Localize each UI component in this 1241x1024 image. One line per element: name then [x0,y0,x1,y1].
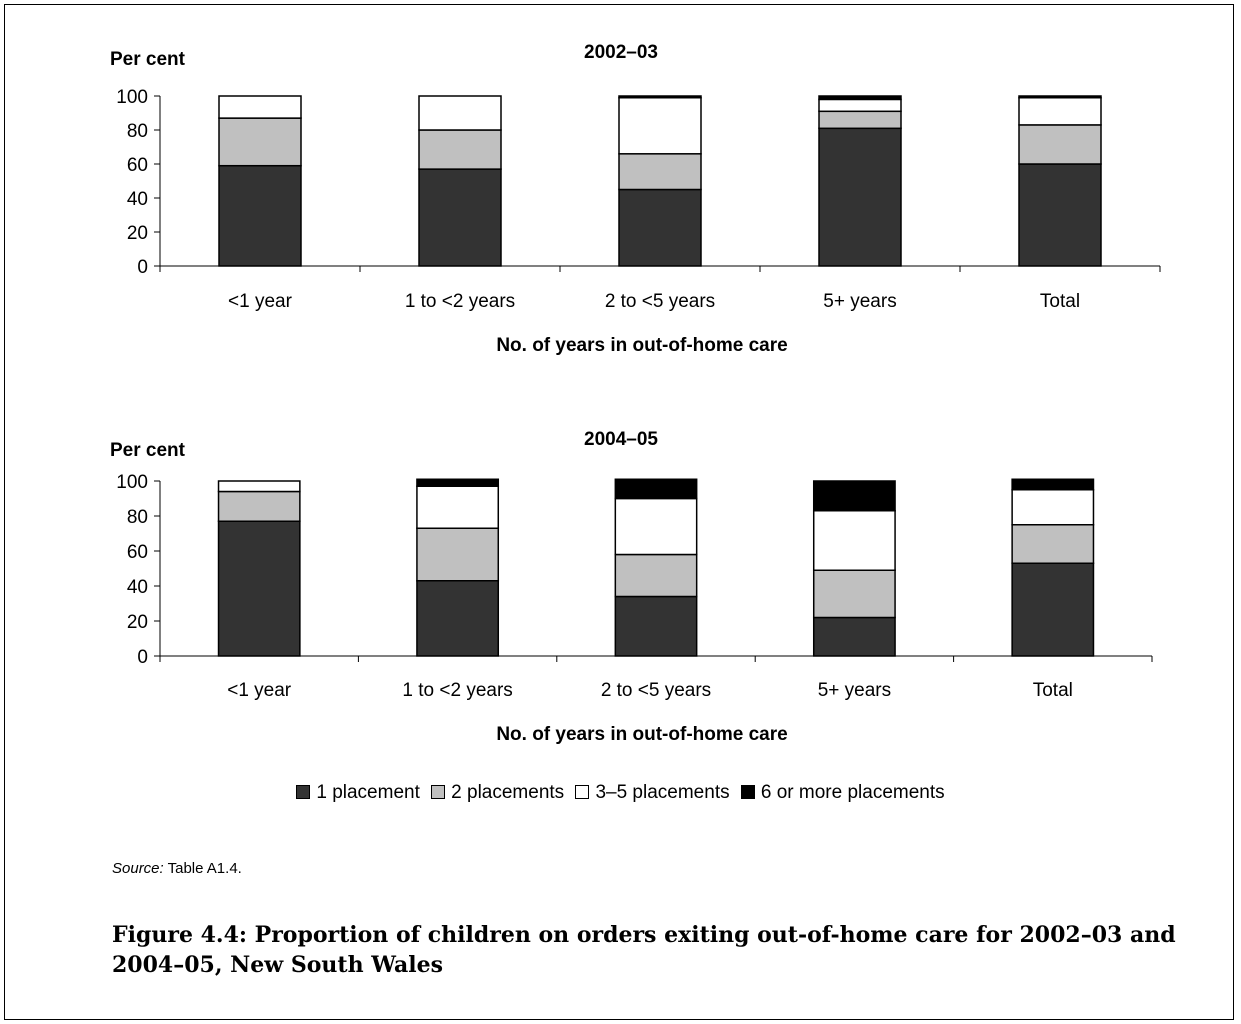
chart-2-y-axis-label: Per cent [110,440,186,461]
chart-2-bar-segment-cat3-series2 [614,553,698,598]
legend-label-2-placements: 2 placements [451,782,565,803]
chart-1-bar-segment-cat4-series4 [818,95,902,101]
chart-2-bar-segment-cat5-series4 [1011,478,1095,491]
chart-1-y-tick-label: 100 [116,87,148,108]
legend-swatch-1-placement [296,785,311,799]
figure-caption: Figure 4.4: Proportion of children on or… [112,922,1176,978]
chart-1-bar-segment-cat3-series2 [618,153,702,191]
chart-1-bar-segment-cat5-series4 [1018,95,1102,99]
chart-2-y-tick-label: 100 [116,472,148,493]
legend-item-2-placements: 2 placements [431,782,564,804]
chart-1-bar-segment-cat1-series1 [218,164,302,267]
chart-1-bar-segment-cat5-series2 [1018,124,1102,165]
chart-1-bar-segment-cat2-series3 [418,95,502,131]
chart-1-y-tick-label: 60 [127,155,148,176]
chart-2-bar-segment-cat3-series1 [614,595,698,657]
chart-1-bar-segment-cat3-series1 [618,188,702,267]
chart-2-bar-segment-cat3-series4 [614,478,698,500]
chart-2-bar-segment-cat4-series4 [812,480,896,512]
chart-1-bar-segment-cat3-series3 [618,96,702,155]
chart-1-bar-segment-cat4-series1 [818,127,902,267]
chart-1-category-label: 5+ years [823,291,896,312]
legend-label-3-5-placements: 3–5 placements [595,782,730,803]
chart-2-bar-segment-cat1-series1 [217,520,301,657]
chart-2-category-label: 5+ years [818,680,891,701]
chart-1-y-tick-label: 20 [127,223,148,244]
chart-2-y-tick-label: 0 [137,647,148,668]
chart-2-category-label: 2 to <5 years [601,680,711,701]
chart-1-y-tick-label: 80 [127,121,148,142]
chart-1-y-tick-label: 0 [137,257,148,278]
chart-2-y-tick-label: 20 [127,612,148,633]
chart-2-bar-segment-cat3-series3 [614,497,698,556]
chart-1-bar-segment-cat1-series2 [218,117,302,167]
chart-2-title: 2004–05 [584,429,658,450]
chart-2-category-label: Total [1033,680,1073,701]
figure-frame [4,4,1234,1020]
legend-swatch-6-or-more-placements [740,785,755,799]
chart-2-y-tick-label: 60 [127,542,148,563]
chart-1-bar-segment-cat4-series3 [818,98,902,113]
chart-1-bar-segment-cat1-series3 [218,95,302,119]
chart-1-category-label: Total [1040,291,1080,312]
chart-2-x-axis-label: No. of years in out-of-home care [496,724,787,745]
chart-2-bar-segment-cat2-series4 [416,478,500,487]
chart-1-category-label: 2 to <5 years [605,291,715,312]
chart-1-category-label: 1 to <2 years [405,291,515,312]
source-text: Table A1.4. [163,860,242,877]
chart-1-bar-segment-cat5-series1 [1018,163,1102,267]
chart-1-bar-segment-cat2-series1 [418,168,502,267]
charts-canvas: 2002–03 Per cent No. of years in out-of-ho… [110,42,1161,745]
chart-2-bar-segment-cat2-series3 [416,485,500,529]
legend-item-6-or-more-placements: 6 or more placements [740,782,945,804]
chart-2-bar-segment-cat5-series2 [1011,524,1095,564]
legend-swatch-3-5-placements [575,785,590,799]
chart-2-bar-segment-cat4-series1 [812,616,896,657]
legend: 1 placement 2 placements 3–5 placements … [0,782,1241,804]
legend-label-6-or-more-placements: 6 or more placements [760,782,945,803]
chart-1-bar-segment-cat4-series2 [818,110,902,130]
chart-1-x-axis-label: No. of years in out-of-home care [496,335,787,356]
chart-2-bar-segment-cat1-series3 [217,480,301,493]
source-label: Source: [112,860,164,877]
chart-2-bar-segment-cat5-series1 [1011,562,1095,657]
chart-1-bar-segment-cat5-series3 [1018,96,1102,126]
chart-1-y-tick-label: 40 [127,189,148,210]
chart-2-category-label: 1 to <2 years [402,680,512,701]
legend-label-1-placement: 1 placement [316,782,420,803]
legend-swatch-2-placements [431,785,446,799]
chart-2-bar-segment-cat2-series2 [416,527,500,582]
chart-1-category-label: <1 year [228,291,293,312]
chart-2-y-tick-label: 80 [127,507,148,528]
legend-item-3-5-placements: 3–5 placements [575,782,730,804]
chart-2-bar-segment-cat2-series1 [416,580,500,657]
chart-2-bar-segment-cat1-series2 [217,490,301,522]
chart-1-title: 2002–03 [584,42,658,63]
chart-2-category-label: <1 year [227,680,292,701]
legend-item-1-placement: 1 placement [296,782,420,804]
chart-2-y-tick-label: 40 [127,577,148,598]
chart-2-bar-segment-cat4-series3 [812,510,896,571]
source-note: Source: Table A1.4. [112,860,242,877]
chart-2-bar-segment-cat4-series2 [812,569,896,619]
chart-1-bar-segment-cat2-series2 [418,129,502,170]
chart-2-bar-segment-cat5-series3 [1011,489,1095,526]
chart-1-y-axis-label: Per cent [110,49,186,70]
chart-1-bar-segment-cat3-series4 [618,95,702,99]
